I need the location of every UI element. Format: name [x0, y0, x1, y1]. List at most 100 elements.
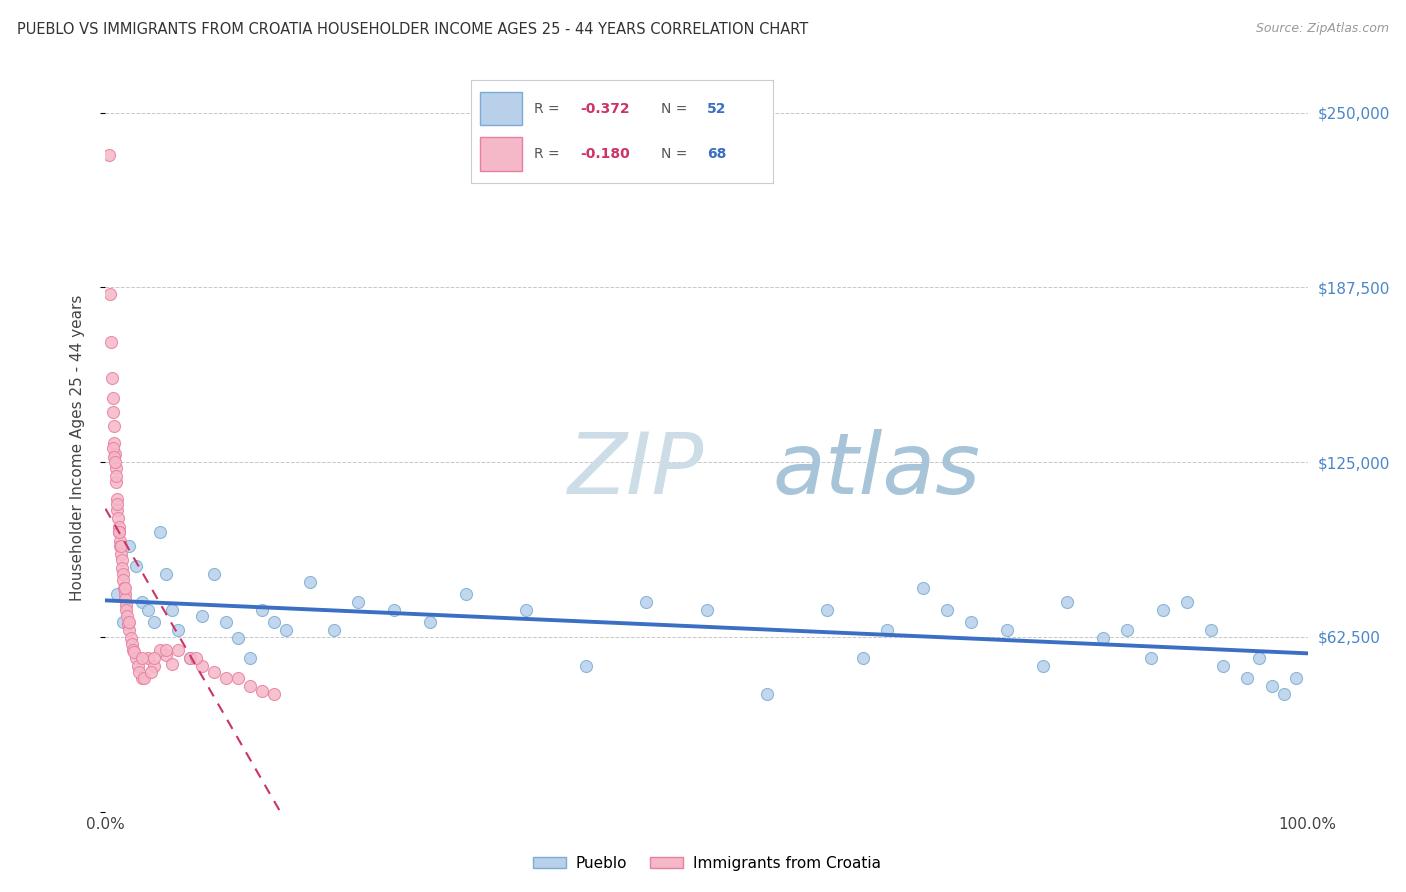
Point [184, 651, 207, 665]
Text: ZIP: ZIP [568, 428, 704, 511]
Point [108, 533, 131, 548]
Point [120, 632, 142, 646]
Point [1056, 595, 1078, 609]
Point [114, 592, 136, 607]
Point [1284, 671, 1306, 685]
Point [179, 651, 201, 665]
Point [122, 642, 145, 657]
Point [160, 657, 183, 671]
Point [239, 679, 262, 693]
Point [1236, 671, 1258, 685]
Point [148, 525, 170, 540]
Point [105, 491, 128, 506]
Point [128, 665, 150, 679]
Point [155, 642, 177, 657]
Point [960, 615, 983, 629]
Point [155, 648, 177, 662]
Point [239, 651, 262, 665]
Point [347, 595, 370, 609]
Point [298, 575, 321, 590]
Point [636, 595, 658, 609]
Point [124, 558, 146, 573]
Point [250, 603, 273, 617]
Point [98, 287, 121, 301]
Point [110, 548, 132, 562]
Point [1032, 659, 1054, 673]
Point [202, 665, 225, 679]
Point [132, 671, 155, 685]
Point [454, 587, 477, 601]
Point [104, 447, 127, 461]
Point [142, 659, 165, 673]
Point [1092, 632, 1115, 646]
Y-axis label: Householder Income Ages 25 - 44 years: Householder Income Ages 25 - 44 years [70, 295, 84, 601]
Point [107, 511, 129, 525]
Point [160, 603, 183, 617]
Point [250, 684, 273, 698]
Point [1116, 623, 1139, 637]
Point [214, 671, 236, 685]
Point [107, 525, 129, 540]
Point [111, 561, 134, 575]
Text: R =: R = [534, 147, 564, 161]
Point [136, 651, 159, 665]
Legend: Pueblo, Immigrants from Croatia: Pueblo, Immigrants from Croatia [526, 849, 887, 877]
Point [104, 455, 127, 469]
Point [121, 637, 143, 651]
Point [179, 651, 201, 665]
Point [1272, 687, 1295, 701]
Point [114, 581, 136, 595]
Point [202, 567, 225, 582]
Point [1175, 595, 1198, 609]
Point [104, 460, 127, 475]
Point [190, 659, 212, 673]
Point [815, 603, 838, 617]
Point [108, 525, 131, 540]
Point [263, 687, 285, 701]
Point [322, 623, 344, 637]
Text: 52: 52 [707, 102, 727, 116]
Text: R =: R = [534, 102, 564, 116]
Point [101, 371, 124, 385]
Point [852, 651, 875, 665]
Text: N =: N = [661, 147, 692, 161]
Point [142, 651, 165, 665]
Point [190, 609, 212, 624]
Point [1201, 623, 1223, 637]
Point [107, 519, 129, 533]
Point [111, 567, 134, 582]
Point [107, 497, 129, 511]
Point [419, 615, 441, 629]
Point [118, 539, 141, 553]
Point [166, 623, 188, 637]
Point [263, 615, 285, 629]
Point [139, 665, 162, 679]
Point [155, 567, 177, 582]
Point [110, 539, 132, 553]
Point [112, 573, 135, 587]
Point [107, 502, 129, 516]
FancyBboxPatch shape [479, 92, 523, 126]
Point [127, 659, 149, 673]
Point [118, 623, 141, 637]
Point [131, 671, 153, 685]
Point [1260, 679, 1282, 693]
Point [103, 450, 125, 464]
Point [98, 147, 121, 161]
Point [166, 642, 188, 657]
Point [131, 595, 153, 609]
Text: atlas: atlas [773, 428, 980, 511]
Point [105, 469, 128, 483]
Text: -0.372: -0.372 [579, 102, 630, 116]
Point [115, 603, 138, 617]
Point [274, 623, 297, 637]
Point [575, 659, 598, 673]
Point [101, 391, 124, 405]
Point [382, 603, 405, 617]
Point [936, 603, 959, 617]
FancyBboxPatch shape [479, 136, 523, 170]
Point [118, 615, 141, 629]
Point [131, 651, 153, 665]
Point [124, 645, 146, 659]
Point [105, 475, 128, 489]
